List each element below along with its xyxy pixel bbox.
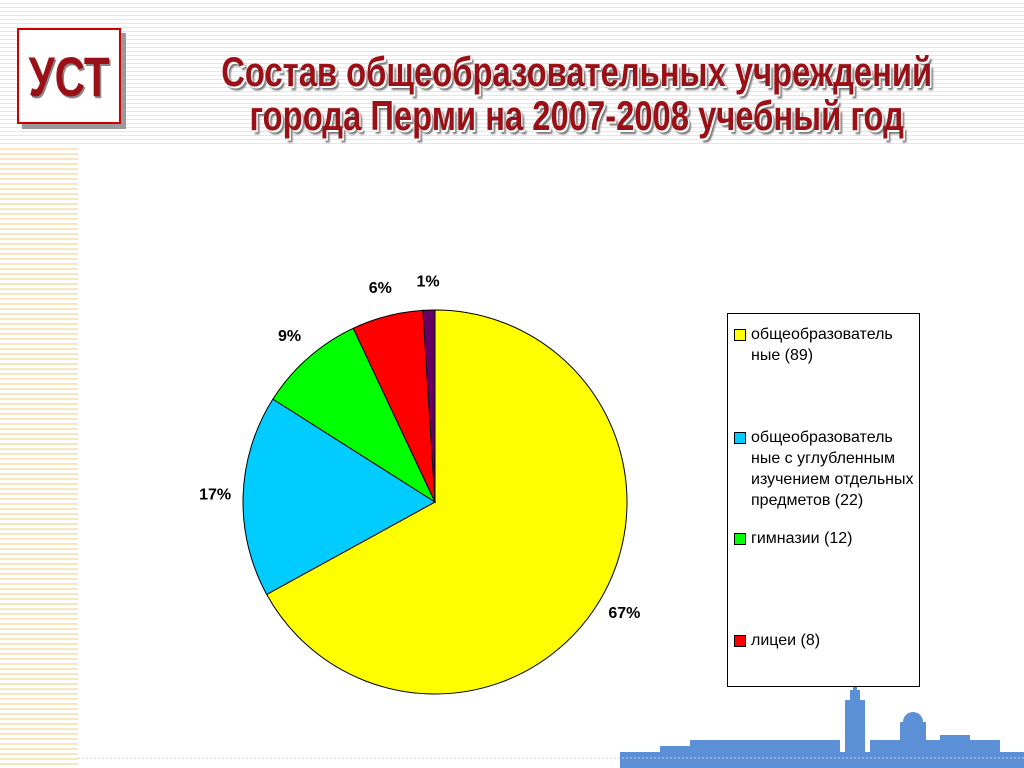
logo-text: УСТ [28,44,110,108]
legend-entry: общеобразователь ные (89) [734,324,919,366]
pie-slice [422,309,436,503]
legend-swatch [734,329,746,341]
legend-entry: общеобразователь ные с углубленным изуче… [734,427,919,511]
data-label: 6% [369,280,392,297]
chart-title: Состав общеобразовательных учреждений [221,48,933,95]
pie-slice [266,309,628,695]
legend-swatch [734,533,746,545]
data-label: 67% [608,605,640,622]
legend-label: общеобразователь ные с углубленным изуче… [751,429,914,509]
legend: общеобразователь ные (89) общеобразовател… [727,313,920,687]
legend-swatch [734,635,746,647]
legend-label: лицеи (8) [751,632,821,649]
legend-label: общеобразователь ные (89) [751,326,893,364]
data-label: 9% [278,328,301,345]
pie-slice [242,398,436,596]
legend-label: гимназии (12) [751,530,853,547]
chart-title: города Перми на 2007-2008 учебный год [249,92,904,139]
pie-slice [272,327,437,504]
logo: УСТ [17,28,121,124]
data-label: 1% [417,273,440,290]
skyline [620,680,1024,768]
background-stripes [0,0,1024,145]
data-label: 17% [199,486,231,503]
legend-entry: гимназии (12) [734,528,919,549]
legend-entry: лицеи (8) [734,630,919,651]
legend-swatch [734,432,746,444]
background-stripes [0,145,78,768]
